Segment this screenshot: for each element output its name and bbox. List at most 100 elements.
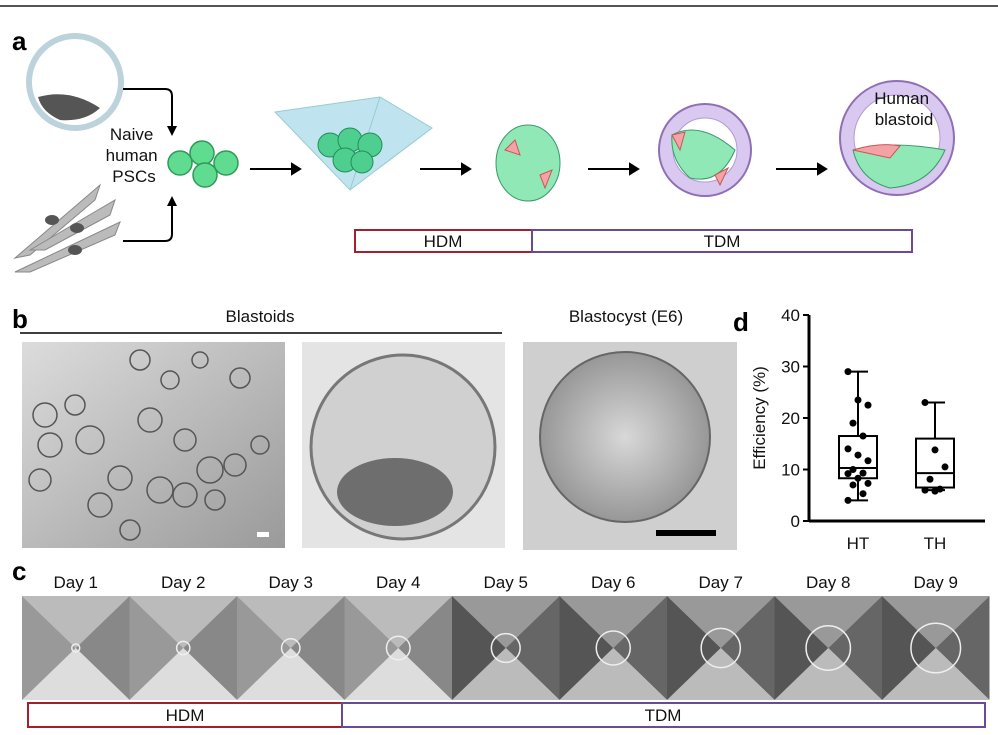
panel-label-b: b — [12, 304, 28, 334]
day-label: Day 7 — [699, 573, 743, 592]
x-tick-label: TH — [924, 534, 947, 553]
aggregate — [910, 622, 962, 674]
blastoid — [223, 453, 247, 477]
tdm-stage-bar — [531, 229, 913, 253]
blastoid — [146, 476, 174, 504]
day-label: Day 2 — [161, 573, 205, 592]
aggregate — [280, 638, 301, 658]
day-frame: Day 1 — [22, 573, 130, 700]
data-point — [864, 457, 872, 465]
blastoid — [137, 407, 163, 433]
data-point — [864, 401, 872, 409]
x-tick-label: HT — [847, 534, 870, 553]
data-point — [859, 469, 867, 477]
panel-label-d: d — [733, 307, 749, 337]
day-frame: Day 7 — [667, 573, 775, 700]
hdm-label: HDM — [424, 232, 463, 251]
tdm-stage-bar — [341, 702, 986, 728]
data-point — [931, 446, 939, 454]
data-point — [941, 463, 949, 471]
blastoid — [32, 402, 58, 428]
day-label: Day 6 — [591, 573, 635, 592]
y-tick-label: 0 — [791, 512, 800, 531]
blastoid — [64, 394, 86, 416]
day-frame: Day 3 — [237, 573, 345, 700]
data-point — [844, 368, 852, 376]
iqr-box — [915, 437, 955, 489]
day-label: Day 4 — [376, 573, 420, 592]
arrow-head-icon — [167, 196, 177, 206]
y-axis-label: Efficiency (%) — [750, 366, 769, 470]
day-frame: Day 6 — [559, 573, 667, 700]
blastoid — [160, 370, 180, 390]
data-point — [854, 396, 862, 404]
blastocyst-label: Blastocyst (E6) — [569, 307, 683, 326]
microwell-illustration — [273, 96, 433, 191]
y-tick-label: 20 — [781, 409, 800, 428]
data-point — [921, 486, 929, 494]
naive-psc-label: Naive human PSCs — [106, 125, 163, 186]
blastocyst-micrograph — [523, 342, 737, 550]
day-label: Day 8 — [806, 573, 850, 592]
data-point — [926, 475, 934, 483]
blastoid — [196, 456, 224, 484]
human-blastoid-label: Human blastoid — [874, 89, 934, 129]
aggregate — [700, 627, 742, 669]
single-blastoid-micrograph — [302, 342, 505, 548]
blastoid — [37, 432, 63, 458]
day-frame: Day 2 — [129, 573, 237, 700]
scale-bar — [257, 532, 269, 537]
tdm-label: TDM — [645, 706, 682, 725]
data-point — [859, 490, 867, 498]
arrow-icon — [123, 88, 173, 128]
day-label: Day 1 — [54, 573, 98, 592]
hdm-stage-bar — [27, 702, 343, 728]
tdm-label: TDM — [704, 232, 741, 251]
data-point — [844, 445, 852, 453]
blastoid — [129, 349, 151, 371]
blastoid — [107, 465, 133, 491]
aggregate — [490, 632, 521, 664]
data-point — [849, 481, 857, 489]
data-point — [849, 419, 857, 427]
arrow-head-icon — [167, 126, 177, 136]
panel-label-a: a — [12, 26, 27, 56]
panel-label-c: c — [12, 556, 26, 586]
blastocyst-well-illustration — [26, 33, 124, 131]
human-blastoid-illustration — [839, 80, 955, 196]
data-point — [864, 479, 872, 487]
blastoid — [229, 367, 251, 389]
y-tick-label: 30 — [781, 358, 800, 377]
data-point — [854, 451, 862, 459]
blastoid — [28, 468, 52, 492]
day-label: Day 9 — [914, 573, 958, 592]
blastoids-label: Blastoids — [226, 307, 295, 326]
aggregate — [175, 640, 191, 656]
blastoid — [87, 492, 113, 518]
data-point — [859, 432, 867, 440]
data-point — [931, 487, 939, 495]
panel-d-box-plot: d Efficiency (%) 0 10 20 30 40 HT TH — [733, 306, 985, 553]
data-point — [854, 474, 862, 482]
panel-b: b Blastoids Blastocyst (E6) — [12, 304, 737, 550]
aggregate — [805, 625, 852, 671]
day-label: Day 3 — [269, 573, 313, 592]
blastoid — [250, 435, 270, 455]
box-TH — [915, 399, 955, 495]
blastoid — [204, 489, 226, 511]
day-frame: Day 9 — [882, 573, 990, 700]
box-HT — [838, 368, 878, 504]
panel-c: c Day 1 Day 2 Day 3 Day 4 Day 5 Day 6 Day 7 Day… — [12, 556, 990, 728]
data-point — [921, 399, 929, 407]
process-arrows — [250, 162, 828, 176]
aggregate — [71, 643, 81, 653]
psc-cluster-illustration — [167, 140, 239, 188]
arrow-icon — [123, 204, 173, 242]
panel-a: a Naive human PSCs — [12, 26, 955, 273]
blastoid — [173, 428, 197, 452]
hdm-label: HDM — [166, 706, 205, 725]
blastoid — [191, 351, 209, 369]
early-blastoid-illustration — [658, 103, 752, 197]
data-point — [844, 470, 852, 478]
